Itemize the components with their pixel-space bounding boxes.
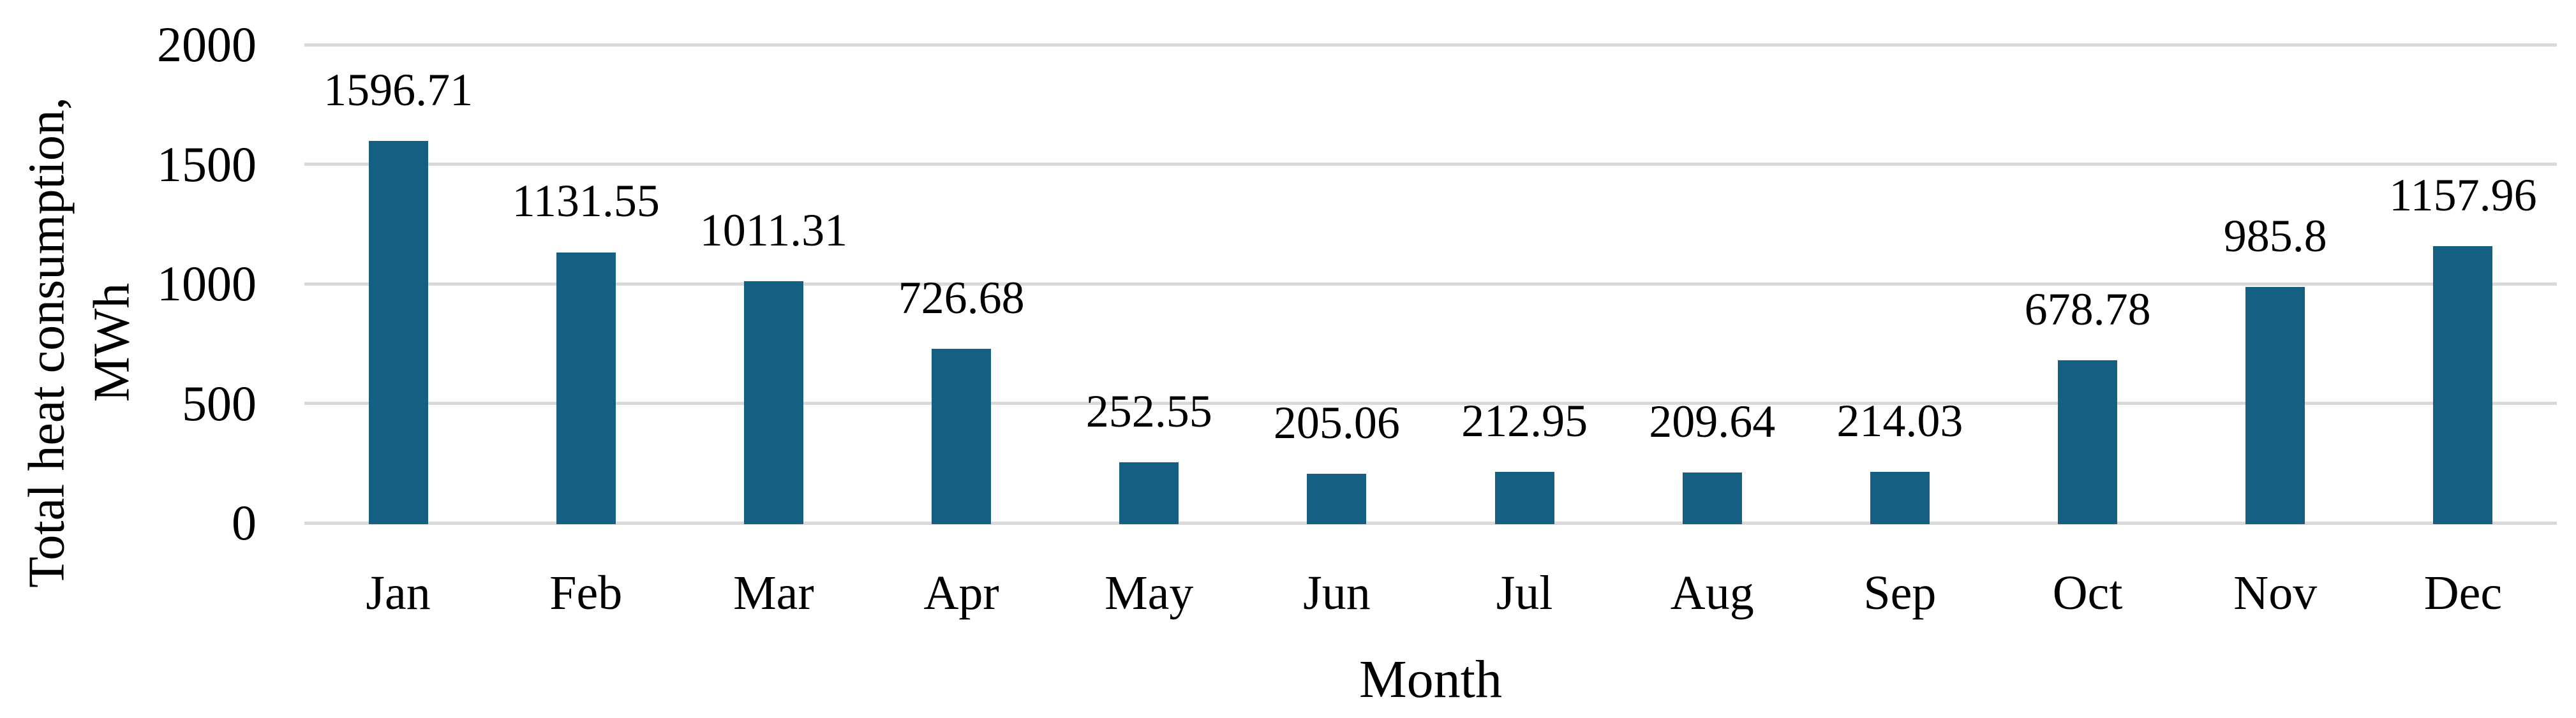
x-tick-label-jan: Jan	[366, 566, 431, 620]
bar-value-label: 1596.71	[324, 64, 473, 116]
bar-feb	[556, 252, 616, 525]
x-axis-title: Month	[1359, 650, 1503, 709]
gridline-2000	[304, 43, 2557, 47]
bar-value-label: 1157.96	[2389, 169, 2537, 221]
bar-may	[1119, 462, 1179, 525]
bar-value-label: 726.68	[898, 272, 1025, 324]
bar-dec	[2433, 245, 2493, 525]
y-tick-label: 1500	[157, 136, 257, 192]
x-tick-label-sep: Sep	[1863, 566, 1937, 620]
bar-value-label: 252.55	[1085, 386, 1212, 437]
x-tick-label-jun: Jun	[1303, 566, 1371, 620]
x-tick-label-jul: Jul	[1496, 566, 1553, 620]
bar-jul	[1494, 472, 1554, 525]
x-tick-label-aug: Aug	[1670, 566, 1754, 620]
bar-aug	[1682, 473, 1742, 525]
y-tick-label: 500	[182, 375, 257, 431]
bar-oct	[2058, 360, 2118, 525]
x-tick-label-dec: Dec	[2423, 566, 2503, 620]
bar-value-label: 1011.31	[699, 204, 848, 256]
x-tick-label-apr: Apr	[923, 566, 999, 620]
gridline-500	[304, 402, 2557, 405]
x-tick-label-mar: Mar	[733, 566, 814, 620]
bar-value-label: 214.03	[1836, 395, 1963, 446]
bar-value-label: 985.8	[2223, 210, 2327, 262]
bar-value-label: 678.78	[2024, 284, 2151, 335]
gridline-1500	[304, 163, 2557, 166]
bar-value-label: 1131.55	[512, 175, 660, 227]
bar-apr	[932, 349, 992, 525]
bar-sep	[1870, 471, 1930, 525]
y-tick-label: 0	[232, 495, 257, 550]
y-tick-label: 1000	[157, 256, 257, 311]
bar-jan	[368, 141, 428, 525]
bar-jun	[1307, 474, 1367, 525]
y-tick-label: 2000	[157, 17, 257, 72]
bar-nov	[2245, 287, 2305, 525]
x-tick-label-feb: Feb	[549, 566, 623, 620]
x-tick-label-may: May	[1105, 566, 1194, 620]
gridline-0	[304, 521, 2557, 525]
bar-mar	[743, 281, 803, 525]
bar-value-label: 205.06	[1273, 397, 1400, 448]
x-tick-label-nov: Nov	[2233, 566, 2318, 620]
x-tick-label-oct: Oct	[2052, 566, 2123, 620]
gridline-1000	[304, 282, 2557, 286]
bar-value-label: 209.64	[1649, 396, 1776, 448]
bar-value-label: 212.95	[1461, 395, 1588, 446]
